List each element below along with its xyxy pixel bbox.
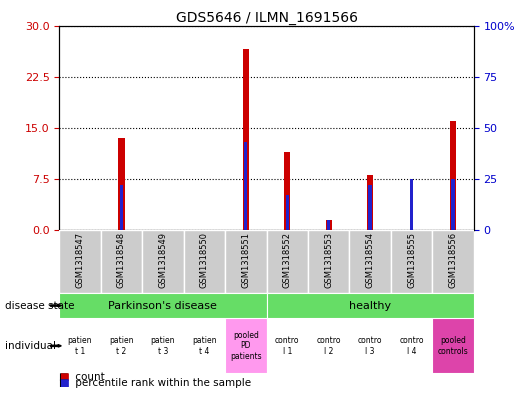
- Text: pooled
PD
patients: pooled PD patients: [230, 331, 262, 361]
- Bar: [308, 318, 349, 373]
- FancyBboxPatch shape: [391, 230, 433, 293]
- Text: patien
t 4: patien t 4: [192, 336, 217, 356]
- Text: GSM1318549: GSM1318549: [159, 232, 167, 288]
- Bar: [286, 195, 289, 230]
- Bar: [101, 318, 142, 373]
- Text: ■  count: ■ count: [59, 372, 105, 382]
- FancyBboxPatch shape: [142, 230, 184, 293]
- Text: Parkinson's disease: Parkinson's disease: [109, 301, 217, 310]
- Bar: [267, 318, 308, 373]
- Bar: [243, 50, 249, 230]
- Bar: [410, 179, 413, 230]
- Bar: [452, 179, 455, 230]
- Text: patien
t 1: patien t 1: [67, 336, 92, 356]
- Text: GSM1318548: GSM1318548: [117, 232, 126, 288]
- Text: GSM1318547: GSM1318547: [76, 232, 84, 288]
- Text: GSM1318556: GSM1318556: [449, 232, 457, 288]
- FancyBboxPatch shape: [349, 230, 391, 293]
- Bar: [118, 138, 125, 230]
- FancyBboxPatch shape: [184, 230, 225, 293]
- Text: patien
t 3: patien t 3: [150, 336, 175, 356]
- Bar: [349, 318, 391, 373]
- Text: ■: ■: [59, 378, 69, 388]
- Bar: [327, 220, 330, 230]
- Text: GSM1318554: GSM1318554: [366, 232, 374, 288]
- Bar: [142, 318, 183, 373]
- FancyBboxPatch shape: [267, 230, 308, 293]
- Bar: [391, 318, 433, 373]
- Text: GSM1318550: GSM1318550: [200, 232, 209, 288]
- FancyBboxPatch shape: [308, 230, 349, 293]
- Text: ■: ■: [59, 372, 69, 382]
- Bar: [433, 318, 474, 373]
- FancyBboxPatch shape: [101, 230, 142, 293]
- Bar: [325, 220, 332, 230]
- Text: disease state: disease state: [5, 301, 75, 310]
- Text: contro
l 3: contro l 3: [358, 336, 383, 356]
- Text: healthy: healthy: [349, 301, 391, 310]
- Text: ■  percentile rank within the sample: ■ percentile rank within the sample: [59, 378, 251, 388]
- Text: pooled
controls: pooled controls: [438, 336, 469, 356]
- Bar: [284, 152, 290, 230]
- Bar: [59, 318, 101, 373]
- Title: GDS5646 / ILMN_1691566: GDS5646 / ILMN_1691566: [176, 11, 357, 24]
- Bar: [244, 142, 247, 230]
- Text: GSM1318552: GSM1318552: [283, 232, 291, 288]
- Text: GSM1318551: GSM1318551: [242, 232, 250, 288]
- Text: contro
l 4: contro l 4: [399, 336, 424, 356]
- FancyBboxPatch shape: [225, 230, 267, 293]
- Text: GSM1318555: GSM1318555: [407, 232, 416, 288]
- Bar: [225, 318, 267, 373]
- Bar: [267, 293, 474, 318]
- FancyBboxPatch shape: [433, 230, 474, 293]
- Bar: [184, 318, 225, 373]
- Text: patien
t 2: patien t 2: [109, 336, 134, 356]
- FancyBboxPatch shape: [59, 230, 101, 293]
- Bar: [367, 175, 373, 230]
- Text: contro
l 1: contro l 1: [275, 336, 300, 356]
- Bar: [450, 121, 456, 230]
- Bar: [120, 185, 123, 230]
- Text: GSM1318553: GSM1318553: [324, 232, 333, 288]
- Bar: [59, 293, 267, 318]
- Text: individual: individual: [5, 341, 56, 351]
- Bar: [369, 185, 372, 230]
- Text: contro
l 2: contro l 2: [316, 336, 341, 356]
